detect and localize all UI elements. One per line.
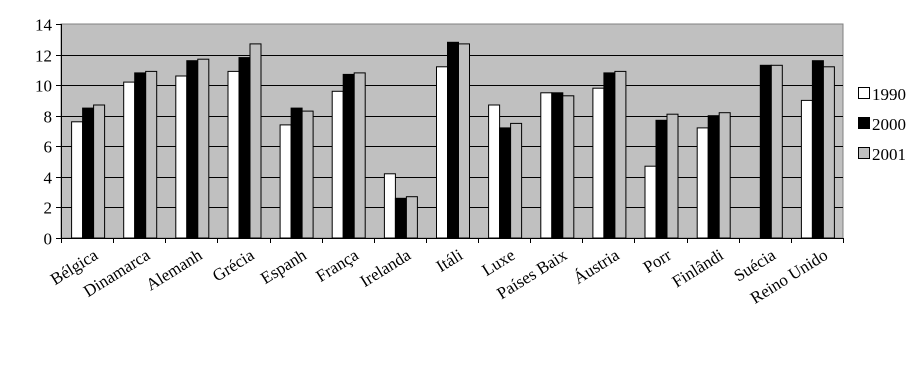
bar-1990 [227, 70, 240, 239]
x-tick-label: França [313, 245, 363, 286]
bar-2001 [458, 43, 470, 239]
bar-2001 [93, 104, 106, 239]
y-tick-label: 4 [44, 169, 53, 188]
bar-1990 [592, 87, 605, 239]
bar-2001 [405, 196, 418, 239]
bar-2001 [145, 70, 158, 239]
bar-2000 [394, 197, 407, 239]
bar-2000 [186, 60, 199, 239]
legend-swatch-2000 [858, 117, 870, 129]
legend-label: 2001 [872, 145, 906, 164]
bar-2001 [614, 70, 627, 239]
legend-label: 1990 [872, 85, 906, 104]
bar-2000 [238, 57, 251, 239]
bar-2000 [707, 115, 720, 239]
bar-1990 [71, 121, 84, 239]
bar-2000 [134, 72, 147, 239]
y-tick-label: 12 [35, 47, 52, 66]
y-tick-label: 0 [44, 230, 53, 249]
bar-1990 [488, 104, 501, 239]
bar-1990 [644, 165, 657, 239]
x-tick-label: Espanh [257, 245, 310, 288]
bar-2001 [666, 113, 679, 239]
y-tick-label: 2 [44, 199, 53, 218]
bar-1990 [383, 173, 396, 239]
bar-2000 [551, 92, 564, 239]
legend: 1990 2000 2001 [858, 85, 906, 164]
bar-2000 [499, 127, 512, 239]
y-tick-label: 14 [35, 16, 53, 35]
bar-2001 [249, 43, 262, 239]
y-tick-label: 8 [44, 108, 53, 127]
x-tick-label: Grécia [209, 245, 258, 285]
bar-2000 [759, 64, 772, 239]
x-tick-label: Finlândi [669, 245, 727, 291]
bar-2000 [603, 72, 616, 239]
legend-swatch-1990 [858, 87, 870, 99]
bar-2000 [82, 107, 95, 239]
bar-2000 [447, 41, 459, 239]
y-tick-label: 6 [44, 138, 53, 157]
legend-label: 2000 [872, 115, 906, 134]
bar-2001 [718, 112, 731, 239]
bar-1990 [123, 81, 136, 239]
bar-1990 [436, 66, 448, 239]
plot-area [60, 23, 844, 239]
bar-1990 [540, 92, 553, 239]
bar-2000 [811, 60, 824, 239]
x-tick-label: Áustria [570, 245, 623, 288]
bar-2001 [510, 122, 523, 239]
bar-2001 [353, 72, 366, 239]
bar-2001 [562, 95, 575, 239]
legend-swatch-2001 [858, 147, 870, 159]
bar-1990 [175, 75, 188, 239]
bar-2001 [197, 58, 210, 239]
bar-2000 [342, 73, 355, 239]
x-tick-label: Porr [640, 245, 675, 277]
x-tick-label: Itáli [433, 245, 467, 276]
bar-1990 [800, 99, 813, 239]
bar-2001 [301, 110, 314, 239]
bar-2000 [290, 107, 303, 239]
x-tick-label: Irelanda [357, 245, 415, 291]
y-tick-label: 10 [35, 77, 52, 96]
bar-2001 [770, 64, 783, 239]
bar-2001 [822, 66, 835, 239]
bar-2000 [655, 119, 668, 239]
bar-1990 [331, 90, 344, 239]
x-tick-label: Alemanh [143, 245, 206, 294]
bar-1990 [696, 127, 709, 239]
bar-1990 [279, 124, 292, 239]
